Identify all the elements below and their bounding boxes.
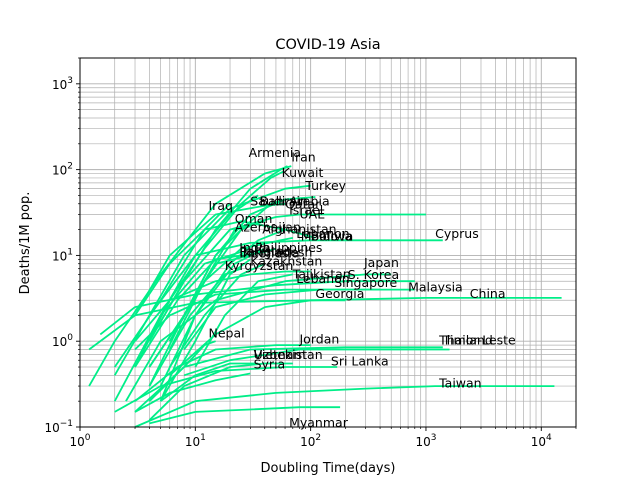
x-tick-label: 101 bbox=[185, 433, 206, 449]
series-line bbox=[148, 239, 443, 316]
series-line bbox=[194, 273, 293, 368]
series-line bbox=[159, 194, 259, 316]
series-line bbox=[160, 362, 259, 402]
country-label: Lebanon bbox=[296, 271, 350, 286]
x-tick-label: 104 bbox=[531, 433, 552, 449]
country-label: Kazakhstan bbox=[250, 254, 322, 269]
country-label: Turkey bbox=[304, 178, 346, 193]
y-axis-title: Deaths/1M pop. bbox=[18, 192, 33, 295]
series-line bbox=[134, 288, 415, 351]
series-line bbox=[148, 362, 293, 421]
series-lines bbox=[88, 165, 562, 428]
y-tick-label: 103 bbox=[52, 76, 73, 92]
country-label: Jordan bbox=[299, 332, 340, 347]
series-line bbox=[113, 251, 242, 402]
country-label: India bbox=[239, 240, 270, 255]
country-label: Timor-Leste bbox=[442, 332, 516, 347]
series-line bbox=[148, 254, 251, 387]
country-label: Lebanon bbox=[296, 226, 350, 241]
series-line bbox=[134, 346, 443, 413]
country-label: Iran bbox=[291, 149, 315, 164]
chart-title: COVID-19 Asia bbox=[275, 37, 380, 53]
y-tick-label: 101 bbox=[52, 247, 73, 263]
series-line bbox=[134, 344, 311, 402]
country-label: Israel bbox=[289, 203, 323, 218]
country-label: Indonesia bbox=[239, 245, 299, 260]
series-line bbox=[113, 203, 231, 368]
series-line bbox=[114, 366, 338, 413]
country-label: Thailand bbox=[438, 332, 493, 347]
country-label: UAE bbox=[300, 206, 326, 221]
series-line bbox=[125, 273, 392, 402]
country-label: Malaysia bbox=[408, 280, 463, 295]
country-label: Tajikistan bbox=[292, 266, 351, 281]
x-tick-label: 102 bbox=[300, 433, 321, 449]
series-line bbox=[134, 372, 251, 413]
series-line bbox=[169, 299, 346, 376]
series-line bbox=[134, 385, 555, 428]
x-axis-title: Doubling Time(days) bbox=[261, 461, 396, 476]
series-line bbox=[99, 280, 415, 336]
country-label: Bahrain bbox=[260, 194, 308, 209]
country-label: Vietnam bbox=[254, 347, 306, 362]
country-label: Uzbekistan bbox=[254, 347, 323, 362]
country-label: S. Korea bbox=[348, 267, 399, 282]
country-label: Azerbaijan bbox=[235, 220, 301, 235]
grid bbox=[79, 57, 577, 428]
country-label: Oman bbox=[235, 211, 273, 226]
country-label: Sri Lanka bbox=[331, 354, 389, 369]
country-label: Pakistan bbox=[239, 243, 291, 258]
series-line bbox=[168, 262, 266, 368]
series-line bbox=[134, 202, 286, 316]
country-label: Taiwan bbox=[438, 375, 482, 390]
y-tick-label: 10−1 bbox=[44, 419, 73, 435]
country-label: Philippines bbox=[255, 240, 322, 255]
series-line bbox=[159, 228, 286, 387]
country-label: Myanmar bbox=[289, 415, 349, 430]
country-label: Saudi Arabia bbox=[250, 194, 329, 209]
y-tick-label: 100 bbox=[52, 333, 73, 349]
country-label: Kyrgyzstan bbox=[225, 258, 293, 273]
country-label: Georgia bbox=[315, 286, 364, 301]
series-line bbox=[134, 270, 311, 342]
x-tick-label: 103 bbox=[415, 433, 436, 449]
country-label: Qatar bbox=[285, 197, 321, 212]
country-label: Nepal bbox=[209, 326, 245, 341]
country-label: Cyprus bbox=[435, 226, 479, 241]
plot-frame bbox=[79, 57, 577, 428]
y-tick-label: 102 bbox=[52, 162, 73, 178]
x-tick-label: 100 bbox=[69, 433, 90, 449]
country-label: Singapore bbox=[334, 275, 397, 290]
country-label: China bbox=[470, 286, 506, 301]
country-label: Bolivia bbox=[311, 228, 353, 243]
country-label: Japan bbox=[363, 255, 399, 270]
country-label: Afghanistan bbox=[262, 222, 336, 237]
country-label: Bangladesh bbox=[239, 245, 312, 260]
country-label: Kuwait bbox=[282, 165, 324, 180]
country-label: Moldova bbox=[301, 228, 354, 243]
country-label: Iraq bbox=[209, 198, 233, 213]
series-line bbox=[134, 220, 316, 316]
series-line bbox=[183, 348, 450, 377]
series-line bbox=[88, 296, 562, 351]
series-line bbox=[149, 406, 341, 425]
series-line bbox=[159, 258, 251, 402]
country-label: Syria bbox=[254, 357, 286, 372]
series-line bbox=[148, 267, 242, 387]
country-label: Armenia bbox=[249, 145, 301, 160]
